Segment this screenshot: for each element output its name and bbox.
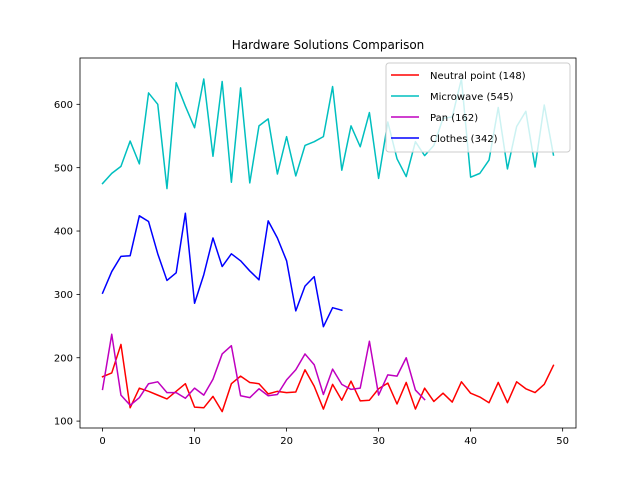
legend-label-2: Pan (162) [430, 113, 478, 124]
x-tick-label: 20 [280, 436, 293, 447]
series-line-2 [101, 333, 426, 407]
series-line-1 [101, 78, 555, 190]
series-line-3 [101, 212, 343, 328]
x-tick-label: 40 [464, 436, 477, 447]
x-tick-label: 0 [99, 436, 105, 447]
y-tick-label: 200 [54, 353, 73, 364]
series-layer [101, 78, 555, 413]
plot-frame [79, 57, 577, 429]
series-line-0 [101, 343, 555, 413]
legend: Neutral point (148) Microwave (545) Pan (1… [385, 62, 571, 153]
x-tick-label: 30 [372, 436, 385, 447]
x-tick-label: 50 [556, 436, 569, 447]
legend-label-0: Neutral point (148) [430, 71, 526, 82]
legend-label-3: Clothes (342) [430, 134, 498, 145]
legend-label-1: Microwave (545) [430, 92, 513, 103]
y-tick-label: 300 [54, 290, 73, 301]
y-tick-label: 600 [54, 100, 73, 111]
legend-box [385, 62, 571, 153]
x-tick-label: 10 [188, 436, 201, 447]
axes-layer: 0 10 20 30 40 50 100 200 300 400 500 600 [54, 100, 569, 447]
chart-title: Hardware Solutions Comparison [232, 38, 425, 52]
y-tick-label: 500 [54, 163, 73, 174]
y-tick-label: 400 [54, 227, 73, 238]
y-tick-label: 100 [54, 417, 73, 428]
